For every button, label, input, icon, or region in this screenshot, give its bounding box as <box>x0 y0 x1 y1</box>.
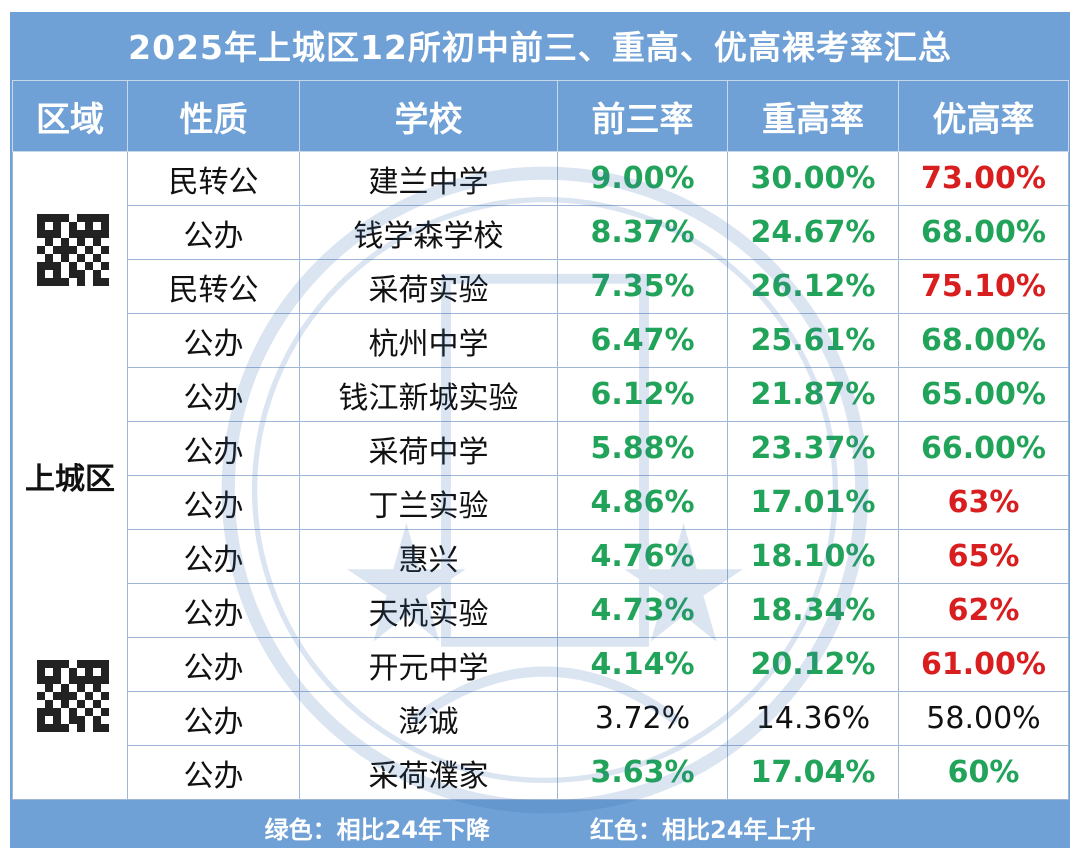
table-row: 公办 天杭实验 4.73% 18.34% 62% <box>13 583 1069 638</box>
table-row: 上城区 民转公 建兰中学 9.00% 30.00% 73.00% <box>12 151 1069 800</box>
type-cell: 公办 <box>127 367 300 422</box>
type-cell: 公办 <box>127 475 300 530</box>
table-row: 公办 澎诚 3.72% 14.36% 58.00% <box>13 691 1069 746</box>
col-header-zhonggao-rate: 重高率 <box>727 80 899 152</box>
zhonggao-rate-cell: 17.04% <box>727 745 899 800</box>
type-cell: 公办 <box>127 637 300 692</box>
table-frame: 2025年上城区12所初中前三、重高、优高裸考率汇总 区域 性质 学校 前三率 … <box>10 12 1070 848</box>
qiansan-rate-cell: 4.73% <box>557 583 728 638</box>
qiansan-rate-cell: 4.76% <box>557 529 728 584</box>
qiansan-rate-cell: 8.37% <box>557 205 728 260</box>
table-row: 公办 惠兴 4.76% 18.10% 65% <box>13 529 1069 584</box>
yougao-rate-cell: 58.00% <box>898 691 1069 746</box>
region-label: 上城区 <box>25 461 115 497</box>
school-cell: 采荷中学 <box>299 421 558 476</box>
yougao-rate-cell: 66.00% <box>898 421 1069 476</box>
school-cell: 钱江新城实验 <box>299 367 558 422</box>
zhonggao-rate-cell: 30.00% <box>727 151 899 206</box>
school-cell: 杭州中学 <box>299 313 558 368</box>
yougao-rate-cell: 68.00% <box>898 313 1069 368</box>
qiansan-rate-cell: 3.72% <box>557 691 728 746</box>
yougao-rate-cell: 75.10% <box>898 259 1069 314</box>
school-cell: 建兰中学 <box>299 151 558 206</box>
type-cell: 公办 <box>127 583 300 638</box>
zhonggao-rate-cell: 14.36% <box>727 691 899 746</box>
qiansan-rate-cell: 6.47% <box>557 313 728 368</box>
type-cell: 公办 <box>127 691 300 746</box>
yougao-rate-cell: 63% <box>898 475 1069 530</box>
yougao-rate-cell: 61.00% <box>898 637 1069 692</box>
col-header-region: 区域 <box>12 80 128 152</box>
qr-code-icon <box>37 660 109 732</box>
region-cell: 上城区 <box>12 151 128 800</box>
qr-code-icon <box>37 214 109 286</box>
qiansan-rate-cell: 5.88% <box>557 421 728 476</box>
qiansan-rate-cell: 4.86% <box>557 475 728 530</box>
yougao-rate-cell: 68.00% <box>898 205 1069 260</box>
type-cell: 公办 <box>127 313 300 368</box>
yougao-rate-cell: 73.00% <box>898 151 1069 206</box>
yougao-rate-cell: 60% <box>898 745 1069 800</box>
zhonggao-rate-cell: 21.87% <box>727 367 899 422</box>
legend-red: 红色：相比24年上升 <box>590 815 816 844</box>
type-cell: 公办 <box>127 421 300 476</box>
school-cell: 开元中学 <box>299 637 558 692</box>
zhonggao-rate-cell: 18.10% <box>727 529 899 584</box>
zhonggao-rate-cell: 23.37% <box>727 421 899 476</box>
type-cell: 民转公 <box>127 259 300 314</box>
table-row: 公办 钱江新城实验 6.12% 21.87% 65.00% <box>13 367 1069 422</box>
table-row: 公办 开元中学 4.14% 20.12% 61.00% <box>13 637 1069 692</box>
zhonggao-rate-cell: 18.34% <box>727 583 899 638</box>
school-cell: 天杭实验 <box>299 583 558 638</box>
type-cell: 公办 <box>127 205 300 260</box>
school-cell: 惠兴 <box>299 529 558 584</box>
qiansan-rate-cell: 9.00% <box>557 151 728 206</box>
table-row: 公办 采荷濮家 3.63% 17.04% 60% <box>13 745 1069 800</box>
table-row: 公办 杭州中学 6.47% 25.61% 68.00% <box>13 313 1069 368</box>
yougao-rate-cell: 65.00% <box>898 367 1069 422</box>
col-header-yougao-rate: 优高率 <box>898 80 1069 152</box>
zhonggao-rate-cell: 20.12% <box>727 637 899 692</box>
col-header-type: 性质 <box>127 80 300 152</box>
school-cell: 澎诚 <box>299 691 558 746</box>
zhonggao-rate-cell: 26.12% <box>727 259 899 314</box>
type-cell: 民转公 <box>127 151 300 206</box>
school-cell: 采荷濮家 <box>299 745 558 800</box>
zhonggao-rate-cell: 24.67% <box>727 205 899 260</box>
qiansan-rate-cell: 4.14% <box>557 637 728 692</box>
school-cell: 采荷实验 <box>299 259 558 314</box>
data-table: 区域 性质 学校 前三率 重高率 优高率 上城区 民转公 建兰中学 9.00% 30.0… <box>12 80 1069 800</box>
qiansan-rate-cell: 6.12% <box>557 367 728 422</box>
yougao-rate-cell: 62% <box>898 583 1069 638</box>
legend-green: 绿色：相比24年下降 <box>264 815 490 844</box>
qiansan-rate-cell: 3.63% <box>557 745 728 800</box>
col-header-school: 学校 <box>299 80 558 152</box>
legend-footer: 绿色：相比24年下降 红色：相比24年上升 <box>10 806 1070 848</box>
school-cell: 钱学森学校 <box>299 205 558 260</box>
yougao-rate-cell: 65% <box>898 529 1069 584</box>
type-cell: 公办 <box>127 745 300 800</box>
table-row: 民转公 采荷实验 7.35% 26.12% 75.10% <box>13 259 1069 314</box>
zhonggao-rate-cell: 25.61% <box>727 313 899 368</box>
type-cell: 公办 <box>127 529 300 584</box>
qiansan-rate-cell: 7.35% <box>557 259 728 314</box>
table-row: 公办 采荷中学 5.88% 23.37% 66.00% <box>13 421 1069 476</box>
header-row: 区域 性质 学校 前三率 重高率 优高率 <box>12 80 1069 152</box>
table-row: 公办 钱学森学校 8.37% 24.67% 68.00% <box>13 205 1069 260</box>
table-row: 公办 丁兰实验 4.86% 17.01% 63% <box>13 475 1069 530</box>
school-cell: 丁兰实验 <box>299 475 558 530</box>
col-header-qiansan-rate: 前三率 <box>557 80 728 152</box>
zhonggao-rate-cell: 17.01% <box>727 475 899 530</box>
table-title: 2025年上城区12所初中前三、重高、优高裸考率汇总 <box>128 28 952 67</box>
